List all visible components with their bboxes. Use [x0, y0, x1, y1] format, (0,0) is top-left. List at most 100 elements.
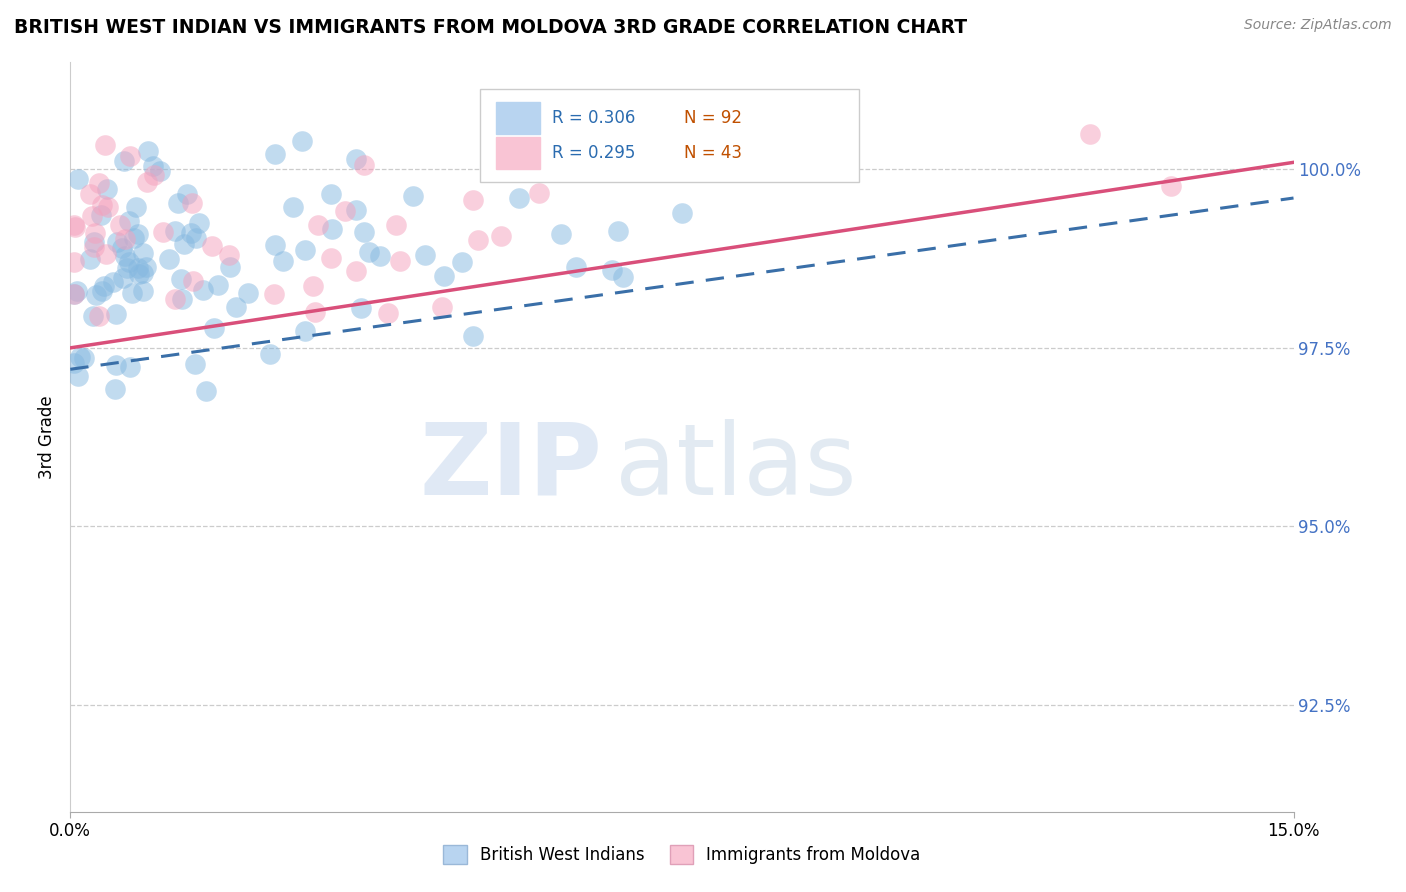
Point	[647, 160, 669, 174]
Point	[494, 134, 516, 148]
Point	[135, 260, 157, 274]
Point	[135, 175, 157, 189]
Point	[125, 200, 148, 214]
Point	[291, 134, 314, 148]
Text: BRITISH WEST INDIAN VS IMMIGRANTS FROM MOLDOVA 3RD GRADE CORRELATION CHART: BRITISH WEST INDIAN VS IMMIGRANTS FROM M…	[14, 18, 967, 37]
Point	[83, 240, 105, 254]
Point	[346, 153, 368, 167]
Point	[335, 204, 357, 219]
Point	[167, 196, 190, 211]
Point	[183, 357, 205, 371]
Point	[90, 208, 112, 222]
Point	[263, 147, 285, 161]
Point	[433, 268, 456, 283]
Point	[165, 224, 187, 238]
Point	[613, 134, 636, 148]
Point	[67, 172, 90, 186]
Point	[191, 283, 214, 297]
Point	[73, 351, 96, 365]
Point	[104, 358, 127, 372]
FancyBboxPatch shape	[496, 137, 540, 169]
Point	[157, 252, 180, 266]
Text: N = 43: N = 43	[685, 145, 742, 162]
Point	[143, 168, 166, 182]
Legend: British West Indians, Immigrants from Moldova: British West Indians, Immigrants from Mo…	[437, 838, 927, 871]
Text: ZIP: ZIP	[419, 418, 602, 516]
Point	[353, 225, 375, 239]
Point	[184, 231, 207, 245]
Text: N = 92: N = 92	[685, 109, 742, 127]
Point	[484, 144, 506, 158]
Point	[263, 286, 285, 301]
Point	[170, 292, 193, 306]
Point	[353, 158, 375, 172]
Point	[63, 219, 86, 234]
Point	[173, 236, 195, 251]
Point	[149, 164, 172, 178]
Point	[118, 255, 141, 269]
Point	[127, 261, 149, 276]
Text: atlas: atlas	[614, 418, 856, 516]
Point	[169, 272, 191, 286]
Point	[187, 216, 209, 230]
Point	[671, 206, 693, 220]
Point	[388, 253, 411, 268]
Point	[202, 320, 225, 334]
Point	[527, 186, 550, 201]
Point	[201, 239, 224, 253]
Point	[467, 233, 489, 247]
Point	[283, 200, 305, 214]
Point	[105, 235, 128, 249]
Point	[82, 209, 104, 223]
Point	[115, 260, 138, 275]
Point	[238, 285, 260, 300]
Point	[357, 245, 380, 260]
Point	[82, 309, 104, 323]
Point	[546, 134, 568, 148]
Point	[294, 324, 316, 338]
Point	[79, 252, 101, 266]
Point	[83, 227, 105, 241]
Point	[152, 225, 174, 239]
Point	[430, 300, 453, 314]
Point	[302, 278, 325, 293]
Point	[69, 351, 91, 365]
Point	[350, 301, 373, 316]
Point	[344, 264, 367, 278]
Point	[304, 305, 326, 319]
Point	[218, 260, 240, 274]
Point	[321, 221, 343, 235]
Point	[136, 144, 159, 158]
Point	[307, 218, 329, 232]
Point	[132, 284, 155, 298]
Point	[108, 218, 131, 232]
Point	[63, 255, 86, 269]
FancyBboxPatch shape	[479, 88, 859, 182]
Point	[225, 300, 247, 314]
Point	[181, 195, 204, 210]
Point	[344, 203, 367, 218]
Point	[104, 382, 127, 396]
Point	[120, 359, 142, 374]
Point	[104, 307, 127, 321]
Point	[600, 263, 623, 277]
Point	[112, 153, 135, 168]
Point	[114, 232, 136, 246]
Point	[101, 275, 124, 289]
Point	[550, 227, 572, 241]
Point	[63, 287, 86, 301]
Text: Source: ZipAtlas.com: Source: ZipAtlas.com	[1244, 18, 1392, 32]
Point	[84, 288, 107, 302]
Point	[111, 270, 134, 285]
Point	[606, 223, 628, 237]
Point	[122, 231, 145, 245]
Point	[66, 368, 89, 383]
Point	[413, 248, 436, 262]
Point	[181, 274, 204, 288]
Point	[63, 356, 86, 370]
Point	[114, 249, 136, 263]
Point	[87, 176, 110, 190]
Point	[508, 191, 530, 205]
Point	[66, 284, 89, 298]
Point	[118, 149, 141, 163]
